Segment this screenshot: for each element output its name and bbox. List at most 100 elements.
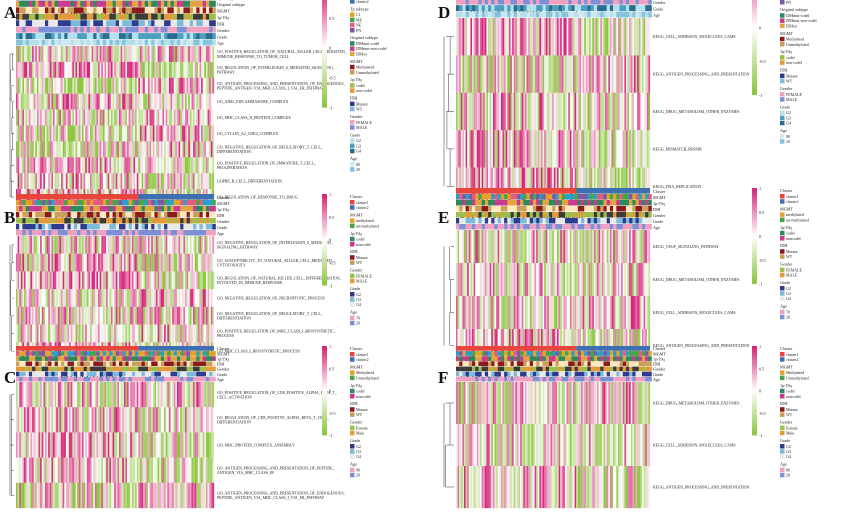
heat-cell — [94, 173, 97, 190]
annotation-cell — [199, 212, 203, 218]
heat-cell — [73, 141, 76, 158]
heat-cell — [46, 157, 49, 174]
heat-cell — [151, 382, 153, 408]
heat-cell — [180, 289, 182, 308]
annotation-cell — [115, 230, 120, 236]
heat-cell — [30, 61, 33, 78]
heat-cell — [196, 236, 199, 254]
heat-cell — [133, 157, 136, 174]
heat-cell — [151, 46, 153, 63]
heat-cell — [156, 289, 158, 308]
annotation-cell — [199, 200, 203, 206]
annotation-cell — [19, 366, 23, 372]
heat-cell — [589, 18, 591, 56]
heat-cell — [489, 55, 492, 93]
annotation-cell — [539, 5, 543, 12]
annotation-cell — [125, 376, 129, 382]
heat-cell — [172, 407, 174, 433]
heat-cell — [181, 271, 184, 290]
heat-cell — [205, 407, 208, 433]
annotation-cell — [189, 200, 194, 206]
heat-cell — [110, 457, 113, 483]
heat-cell — [112, 457, 115, 483]
heat-cell — [584, 55, 587, 93]
annotation-cell — [170, 224, 174, 230]
annotation-cell — [196, 206, 200, 212]
annotation-cell — [93, 376, 97, 382]
annotation-cell — [154, 218, 158, 224]
heat-cell — [156, 157, 158, 174]
heat-cell — [210, 382, 213, 408]
heat-cell — [123, 77, 126, 94]
heat-cell — [22, 61, 25, 78]
annotation-cell — [77, 366, 81, 372]
heat-cell — [73, 173, 76, 190]
heat-cell — [19, 61, 21, 78]
legend-item: Methylated — [356, 370, 374, 375]
heat-cell — [135, 157, 137, 174]
heat-cell — [170, 271, 173, 290]
heat-cell — [122, 46, 125, 63]
annotation-cell — [135, 7, 139, 14]
annotation-cell — [67, 356, 71, 361]
heat-cell — [98, 109, 100, 126]
heat-cell — [515, 18, 518, 56]
annotation-cell — [176, 212, 181, 218]
heat-cell — [80, 482, 83, 509]
annotation-cell — [90, 356, 94, 361]
annotation-cell — [86, 13, 91, 20]
heat-cell — [167, 482, 170, 509]
heat-cell — [173, 289, 176, 308]
heat-cell — [65, 173, 68, 190]
annotation-cell — [64, 39, 68, 46]
heat-cell — [99, 289, 102, 308]
annotation-cell — [83, 376, 88, 382]
annotation-cell — [160, 218, 165, 224]
heat-cell — [46, 271, 49, 290]
annotation-cell — [28, 13, 33, 20]
heat-cell — [73, 271, 76, 290]
heat-cell — [611, 18, 614, 56]
heat-cell — [101, 173, 104, 190]
heat-cell — [207, 125, 210, 142]
heat-cell — [57, 77, 60, 94]
heat-cell — [65, 253, 68, 272]
scale-cell — [322, 350, 327, 353]
scale-cell — [322, 253, 327, 256]
heat-cell — [173, 125, 176, 142]
heat-cell — [78, 271, 81, 290]
heat-cell — [476, 18, 479, 56]
heat-cell — [209, 141, 211, 158]
heat-cell — [40, 46, 42, 63]
annotation-cell — [180, 351, 184, 356]
annotation-cell — [28, 7, 33, 14]
heat-cell — [16, 77, 18, 94]
heat-cell — [80, 61, 83, 78]
heat-cell — [99, 382, 102, 408]
annotation-cell — [173, 366, 178, 372]
heat-cell — [473, 55, 476, 93]
heat-cell — [197, 253, 200, 272]
heat-cell — [202, 236, 205, 254]
heat-cell — [53, 125, 55, 142]
annotation-cell — [70, 351, 75, 356]
heat-cell — [17, 324, 20, 343]
heat-cell — [75, 93, 78, 110]
heat-cell — [185, 253, 187, 272]
heat-cell — [199, 125, 202, 142]
annotation-cell — [112, 39, 117, 46]
annotation-cell — [202, 361, 207, 367]
heat-cell — [82, 93, 84, 110]
heat-cell — [180, 482, 182, 509]
heat-cell — [186, 382, 189, 408]
scale-cell — [322, 203, 327, 206]
heat-cell — [125, 125, 128, 142]
annotation-cell — [475, 0, 479, 5]
annotation-cell — [131, 13, 136, 20]
heat-cell — [80, 432, 83, 458]
heat-cell — [24, 407, 26, 433]
annotation-cell — [157, 218, 162, 224]
heat-cell — [143, 61, 145, 78]
heat-cell — [122, 157, 125, 174]
heat-cell — [82, 236, 84, 254]
